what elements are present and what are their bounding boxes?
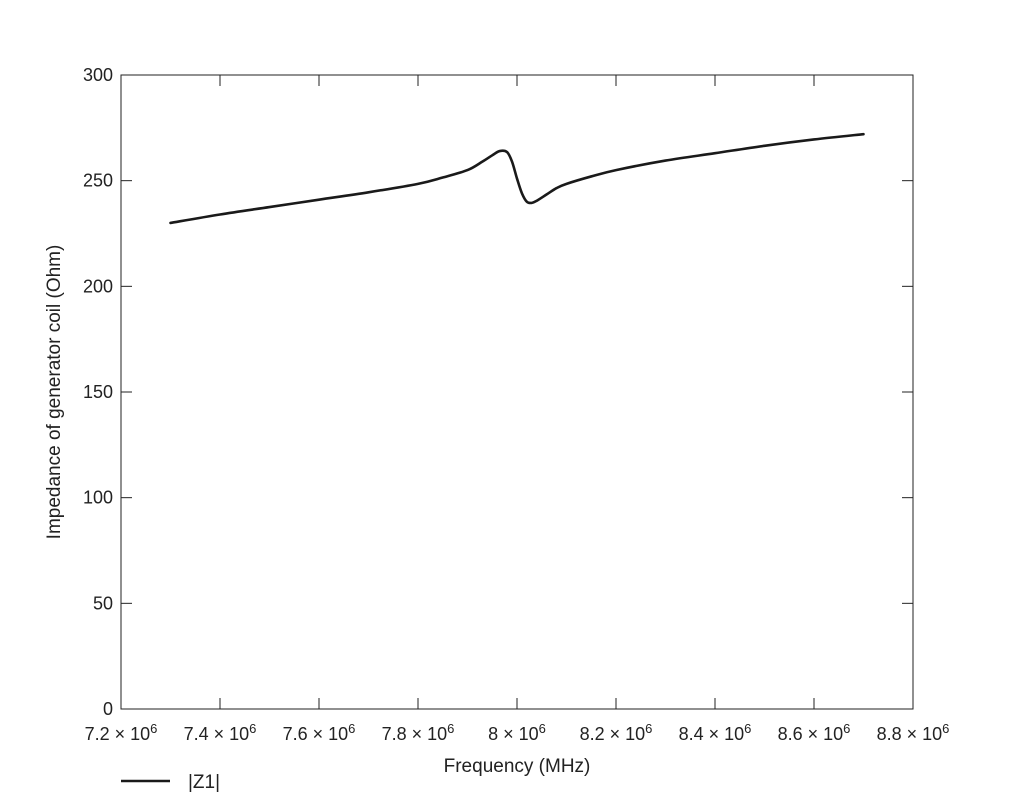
x-tick-label: 8.4 × 106 [679,721,752,744]
x-tick-label: 8 × 106 [488,721,546,744]
y-tick-label: 250 [83,171,113,191]
x-tick-label: 7.4 × 106 [184,721,257,744]
y-tick-label: 50 [93,593,113,613]
y-tick-label: 0 [103,699,113,719]
y-tick-label: 100 [83,488,113,508]
x-tick-label: 7.2 × 106 [85,721,158,744]
plot-frame [120,74,914,710]
x-tick-label: 7.8 × 106 [382,721,455,744]
y-tick-label: 200 [83,276,113,296]
x-tick-label: 7.6 × 106 [283,721,356,744]
legend: |Z1| [121,772,220,793]
x-axis-label: Frequency (MHz) [444,756,591,777]
legend-entry-z1: |Z1| [188,772,220,793]
series-line-z1 [169,132,865,225]
x-tick-label: 8.6 × 106 [778,721,851,744]
x-axis-ticks: 7.2 × 106 7.4 × 106 7.6 × 106 7.8 × 106 8 × … [85,75,950,744]
y-axis-ticks: 0 50 100 150 200 250 300 [83,65,913,719]
y-axis-label: Impedance of generator coil (Ohm) [44,245,65,540]
y-tick-label: 150 [83,382,113,402]
x-tick-label: 8.2 × 106 [580,721,653,744]
y-tick-label: 300 [83,65,113,85]
x-tick-label: 8.8 × 106 [877,721,950,744]
